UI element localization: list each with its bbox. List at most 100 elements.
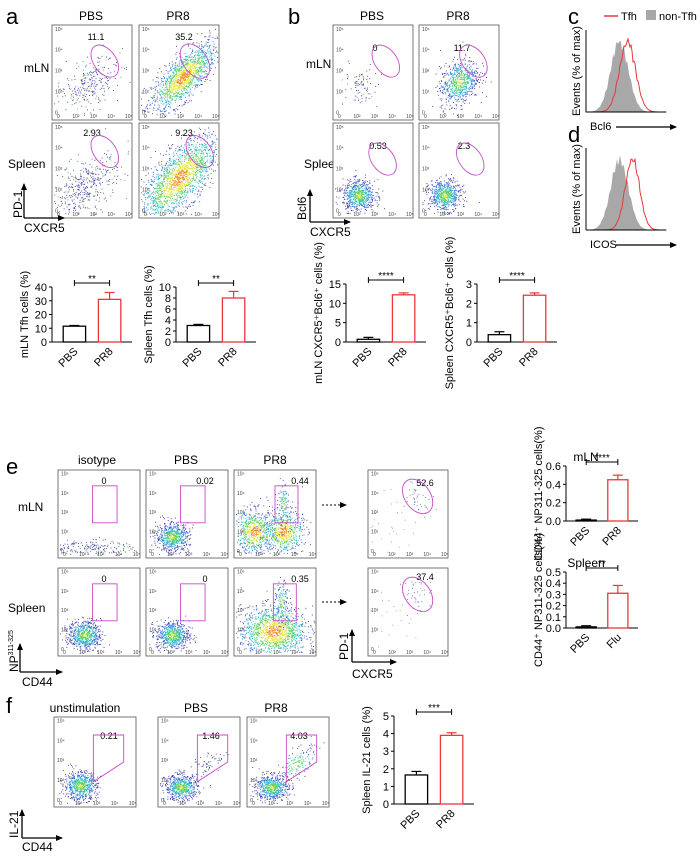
y-tick-label: 10⁵ [55,125,63,131]
y-tick-label: 5 [383,711,389,723]
y-tick-label: 4 [165,315,171,327]
y-tick-label: 0 [250,798,253,804]
x-tick-label: 10⁵ [125,212,133,218]
x-tick-label: 0 [151,650,154,656]
y-tick-label: 0.2 [546,498,561,510]
y-tick-label: 10⁵ [61,570,69,576]
y-tick-label: 10⁴ [371,589,379,595]
x-tick-label: 10⁴ [107,114,115,120]
gate-ellipse [90,44,120,78]
plot-frame [145,567,229,657]
y-tick-label: 10⁵ [422,125,430,131]
panel-e-flow: isotype PBS PR8 mLN Spleen 0 0 0 10² 10² 10³… [7,450,605,689]
y-tick-label: 10² [149,628,157,634]
x-tick-label: 0 [144,114,147,120]
plot-frame [57,469,141,559]
bar-pbs [62,325,87,343]
x-tick-label: 10² [79,650,87,656]
y-tick-label: 10⁴ [371,491,379,497]
category-label: PBS [56,346,80,370]
x-tick-label: 10⁴ [203,650,211,656]
y-tick-label: 10⁴ [336,146,344,152]
gate-ellipse [402,576,434,613]
a-col-title-pbs: PBS [79,9,103,23]
y-tick-label: 10² [161,778,169,784]
x-tick-label: 0 [63,552,66,558]
x-tick-label: 10² [388,650,396,656]
x-tick-label: 0 [338,114,341,120]
y-tick-label: 10³ [161,758,169,764]
x-tick-label: 10⁴ [115,650,123,656]
y-tick-label: 0 [371,647,374,653]
y-tick-label: 10⁵ [250,719,258,725]
d-non-tfh-histogram [586,154,666,230]
y-axis-label: Spleen IL-21 cells (%) [361,706,373,814]
significance-label: **** [594,453,610,464]
y-tick-label: 10³ [142,69,150,75]
y-tick-label: 10⁴ [142,146,150,152]
x-tick-label: 10⁴ [291,650,299,656]
plot-frame [367,469,449,559]
bar-pr8 [221,297,246,343]
x-tick-label: 10³ [457,212,465,218]
x-tick-label: 0 [252,801,255,807]
y-tick-label: 0 [422,110,425,116]
y-tick-label: 0.0 [546,623,561,635]
gate-rect [272,583,297,622]
y-tick-label: 0 [61,549,64,555]
significance-label: **** [509,271,525,282]
y-tick-label: 10³ [142,167,150,173]
b-col-title-pr8: PR8 [446,9,470,23]
x-tick-label: 10⁵ [133,650,141,656]
category-label: PBS [398,808,422,832]
y-tick-label: 1 [383,781,389,793]
x-tick-label: 10⁵ [125,114,133,120]
x-tick-label: 10² [439,212,447,218]
y-tick-label: 10² [371,530,379,536]
bar-pr8 [97,298,122,343]
event-dots [59,763,101,804]
y-tick-label: 0 [237,647,240,653]
y-tick-label: 10⁴ [149,491,157,497]
bar-pr8 [391,294,416,343]
x-tick-label: 0 [59,801,62,807]
gate-value: 0.21 [100,731,118,741]
panel-c-histogram: Tfh non-Tfh Bcl6 Events (% of max) [571,10,697,133]
bar-pbs [487,334,512,343]
y-axis-label: Spleen CXCR5⁺Bcl6⁺ cells (%) [444,237,456,390]
y-tick-label: 10⁴ [55,48,63,54]
x-tick-label: 10³ [177,212,185,218]
gate-value: 2.93 [83,128,101,138]
x-tick-label: 10⁵ [309,650,317,656]
event-dots [149,615,197,653]
x-tick-label: 10⁴ [304,801,312,807]
y-tick-label: 10³ [422,167,430,173]
bar-pbs [575,519,597,522]
y-tick-label: 10⁵ [161,719,169,725]
y-tick-label: 10⁵ [336,27,344,33]
x-tick-label: 0 [373,552,376,558]
gate-value: 2.3 [458,141,471,151]
x-tick-label: 10⁴ [203,552,211,558]
y-tick-label: 0.2 [546,601,561,613]
y-tick-label: 0 [41,337,47,349]
y-tick-label: 10² [57,778,65,784]
plot-frame [138,24,220,121]
x-tick-label: 10³ [97,650,105,656]
x-tick-label: 10⁵ [133,552,141,558]
x-tick-label: 10⁵ [221,650,229,656]
x-tick-label: 10⁴ [107,212,115,218]
gate-value: 0.35 [291,574,309,584]
y-tick-label: 0.4 [546,578,561,590]
event-dots [54,128,129,215]
x-tick-label: 10⁴ [115,552,123,558]
a-y-axis-label: PD-1 [11,190,25,218]
y-tick-label: 10⁴ [55,146,63,152]
event-dots [422,174,480,215]
y-tick-label: 3 [466,279,472,291]
